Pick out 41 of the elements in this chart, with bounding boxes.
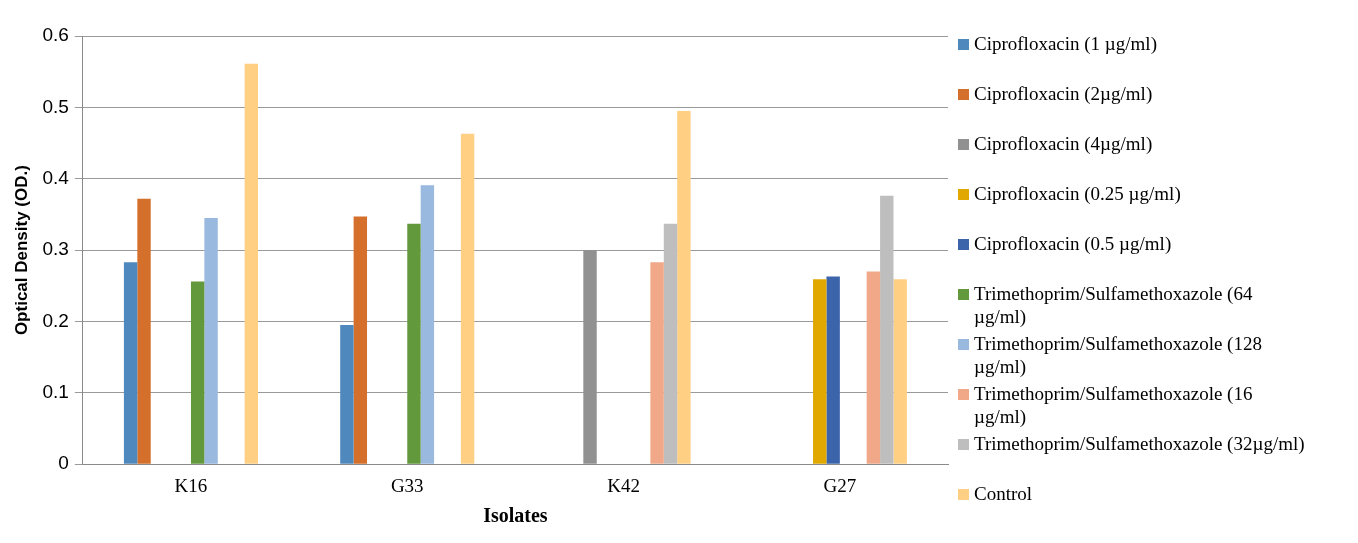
- bar: [353, 216, 368, 464]
- bar: [813, 279, 827, 464]
- legend-label: Control: [974, 482, 1033, 505]
- bar: [420, 185, 435, 464]
- legend-label: Ciprofloxacin (4µg/ml): [974, 132, 1153, 155]
- legend-label: Trimethoprim/Sulfamethoxazole (32µg/ml): [974, 432, 1305, 455]
- bar: [880, 195, 894, 464]
- y-axis-title: Optical Density (OD.): [11, 165, 31, 336]
- legend-label: Trimethoprim/Sulfamethoxazole (16 µg/ml): [974, 382, 1254, 428]
- bar: [137, 198, 151, 464]
- legend-label: Ciprofloxacin (0.25 µg/ml): [974, 182, 1181, 205]
- bar: [460, 133, 475, 464]
- bar: [204, 217, 218, 464]
- x-tick-label: G33: [390, 474, 424, 496]
- y-tick-label: 0.3: [42, 238, 69, 260]
- y-tick-label: 0.6: [42, 24, 69, 46]
- y-tick-label: 0.5: [42, 95, 69, 117]
- x-tick-label: K42: [607, 474, 640, 496]
- legend-label: Ciprofloxacin (1 µg/ml): [974, 32, 1157, 55]
- bar: [677, 110, 691, 464]
- x-tick-label: G27: [823, 474, 857, 496]
- bar: [407, 223, 421, 464]
- bar: [340, 325, 354, 464]
- legend-label: Ciprofloxacin (0.5 µg/ml): [974, 232, 1172, 255]
- bar: [650, 262, 664, 464]
- bar: [866, 271, 881, 464]
- y-tick-label: 0: [58, 452, 69, 474]
- bar: [244, 63, 259, 464]
- y-tick-label: 0.2: [42, 309, 69, 331]
- legend-label: Trimethoprim/Sulfamethoxazole (64 µg/ml): [974, 282, 1254, 328]
- x-tick-label: K16: [174, 474, 208, 496]
- y-tick-label: 0.4: [42, 166, 70, 188]
- x-axis-title: Isolates: [483, 504, 548, 527]
- legend-label: Ciprofloxacin (2µg/ml): [974, 82, 1153, 105]
- bar: [893, 279, 907, 464]
- bar: [826, 276, 840, 464]
- bar: [190, 281, 205, 464]
- legend-label: Trimethoprim/Sulfamethoxazole (128 µg/ml): [974, 332, 1263, 378]
- bar: [123, 262, 138, 464]
- y-tick-label: 0.1: [42, 381, 69, 403]
- bar: [663, 223, 678, 464]
